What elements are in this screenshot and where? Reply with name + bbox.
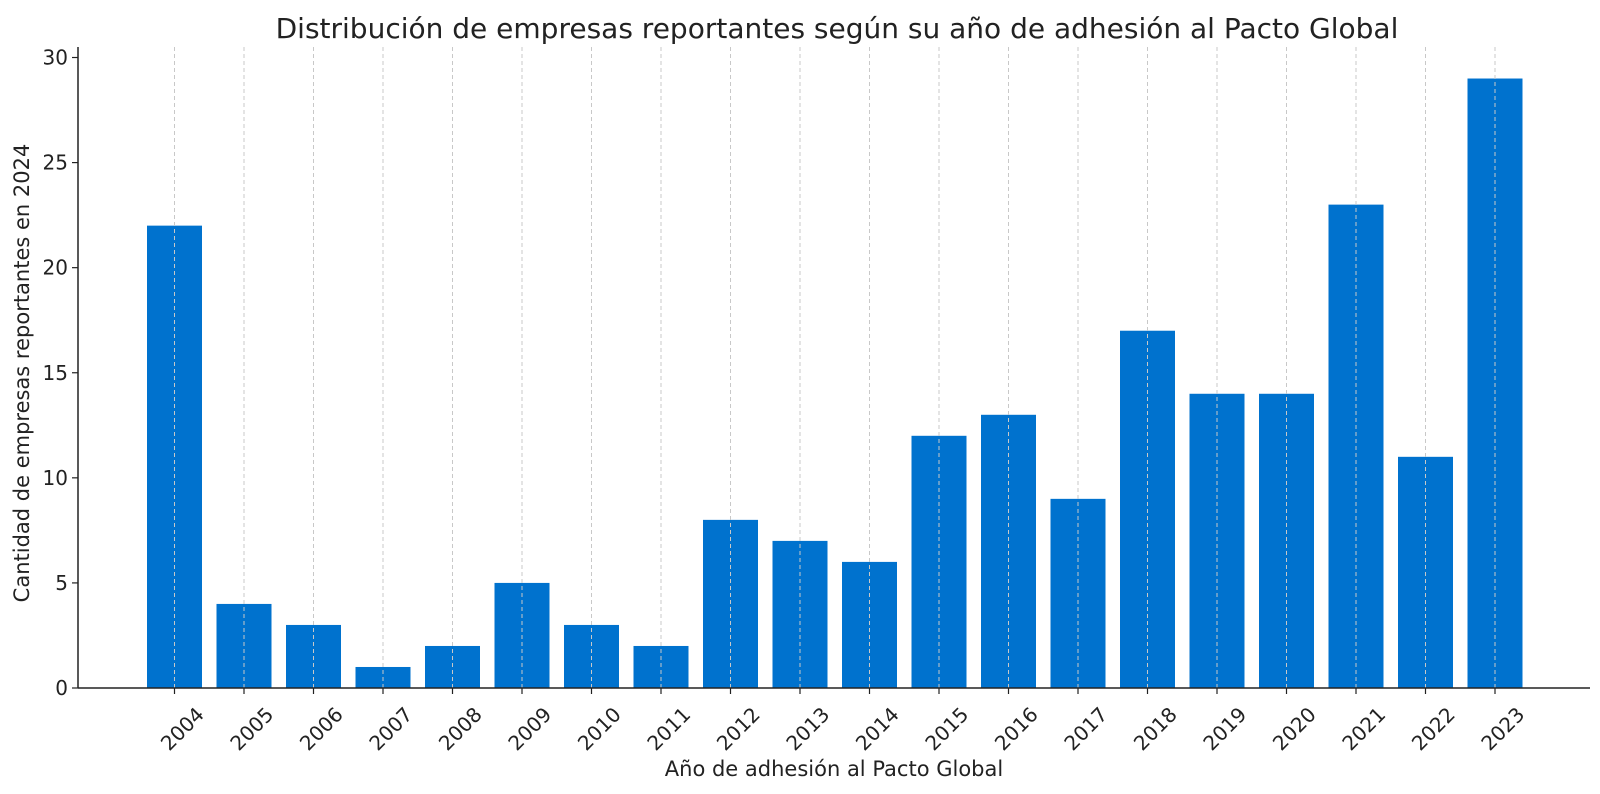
x-tick-label: 2016	[990, 702, 1043, 755]
y-tick-label: 15	[43, 361, 68, 385]
x-tick-label: 2021	[1337, 702, 1390, 755]
y-tick-label: 30	[43, 46, 68, 70]
x-tick-label: 2023	[1476, 702, 1529, 755]
axes	[77, 47, 1590, 689]
y-tick-label: 20	[43, 256, 68, 280]
y-axis-label: Cantidad de empresas reportantes en 2024	[10, 144, 34, 603]
x-tick-label: 2013	[781, 702, 834, 755]
bars	[147, 47, 1523, 688]
x-tick-label: 2004	[156, 702, 209, 755]
x-tick-label: 2017	[1059, 702, 1112, 755]
x-axis-label: Año de adhesión al Pacto Global	[665, 757, 1003, 781]
x-tick-label: 2020	[1268, 702, 1321, 755]
x-tick-label: 2019	[1198, 702, 1251, 755]
x-tick-label: 2014	[851, 702, 904, 755]
y-tick-label: 0	[55, 676, 68, 700]
x-tick-label: 2005	[225, 702, 278, 755]
y-tick-label: 25	[43, 151, 68, 175]
x-tick-label: 2011	[642, 702, 695, 755]
x-tick-label: 2008	[434, 702, 487, 755]
x-tick-label: 2015	[920, 702, 973, 755]
chart-title: Distribución de empresas reportantes seg…	[276, 12, 1399, 45]
x-axis-ticks: 2004 2005 2006 2007 2008 2009 2010 2011 2012 2013…	[156, 688, 1529, 755]
x-tick-label: 2009	[503, 702, 556, 755]
x-tick-label: 2022	[1407, 702, 1460, 755]
y-tick-label: 5	[55, 571, 68, 595]
x-tick-label: 2010	[573, 702, 626, 755]
x-tick-label: 2018	[1129, 702, 1182, 755]
y-axis-ticks: 0 5 10 15 20 25 30	[43, 46, 78, 700]
x-tick-label: 2007	[364, 702, 417, 755]
x-tick-label: 2012	[712, 702, 765, 755]
x-tick-label: 2006	[295, 702, 348, 755]
y-tick-label: 10	[43, 466, 68, 490]
